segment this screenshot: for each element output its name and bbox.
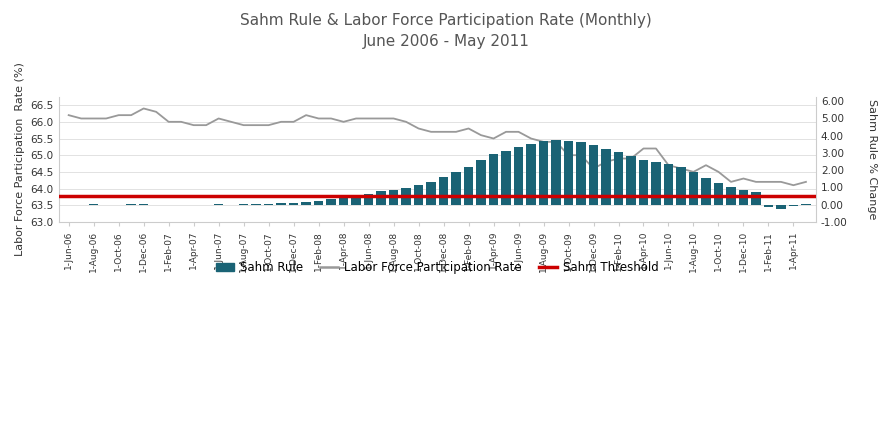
Bar bbox=[439, 176, 449, 205]
Bar bbox=[489, 154, 499, 205]
Legend: Sahm Rule, Labor Force Participation Rate, Sahm Threshold: Sahm Rule, Labor Force Participation Rat… bbox=[211, 256, 664, 279]
Bar bbox=[701, 178, 711, 205]
Bar bbox=[564, 141, 574, 205]
Bar bbox=[676, 167, 686, 205]
Bar bbox=[589, 145, 599, 205]
Bar bbox=[339, 197, 348, 205]
Bar bbox=[751, 192, 761, 205]
Y-axis label: Labor Force Participation  Rate (%): Labor Force Participation Rate (%) bbox=[15, 62, 25, 256]
Bar bbox=[451, 172, 461, 205]
Bar bbox=[414, 185, 423, 205]
Bar bbox=[651, 162, 661, 205]
Bar bbox=[626, 156, 636, 205]
Text: Sahm Rule & Labor Force Participation Rate (Monthly)
June 2006 - May 2011: Sahm Rule & Labor Force Participation Ra… bbox=[240, 13, 652, 49]
Bar bbox=[326, 199, 335, 205]
Bar bbox=[789, 205, 798, 206]
Bar bbox=[389, 191, 398, 205]
Bar bbox=[764, 205, 773, 207]
Bar bbox=[252, 204, 260, 205]
Bar bbox=[376, 191, 385, 205]
Bar bbox=[476, 160, 486, 205]
Bar bbox=[539, 141, 549, 205]
Bar bbox=[739, 190, 748, 205]
Bar bbox=[664, 164, 673, 205]
Bar bbox=[264, 204, 273, 205]
Bar bbox=[89, 204, 98, 205]
Bar bbox=[277, 203, 285, 205]
Bar bbox=[139, 204, 148, 205]
Bar bbox=[301, 202, 310, 205]
Bar bbox=[127, 204, 136, 205]
Bar bbox=[689, 172, 698, 205]
Bar bbox=[776, 205, 786, 209]
Bar bbox=[464, 167, 474, 205]
Bar bbox=[714, 183, 723, 205]
Bar bbox=[314, 201, 323, 205]
Bar bbox=[364, 194, 373, 205]
Bar bbox=[426, 182, 436, 205]
Bar bbox=[501, 150, 511, 205]
Bar bbox=[526, 144, 536, 205]
Y-axis label: Sahm Rule % Change: Sahm Rule % Change bbox=[867, 99, 877, 220]
Bar bbox=[514, 147, 524, 205]
Bar bbox=[614, 152, 624, 205]
Bar bbox=[289, 203, 298, 205]
Bar bbox=[726, 187, 736, 205]
Bar bbox=[214, 204, 223, 205]
Bar bbox=[401, 188, 410, 205]
Bar bbox=[639, 160, 648, 205]
Bar bbox=[239, 204, 248, 205]
Bar bbox=[801, 204, 811, 205]
Bar bbox=[351, 195, 360, 205]
Bar bbox=[551, 140, 561, 205]
Bar bbox=[601, 149, 611, 205]
Bar bbox=[576, 142, 586, 205]
